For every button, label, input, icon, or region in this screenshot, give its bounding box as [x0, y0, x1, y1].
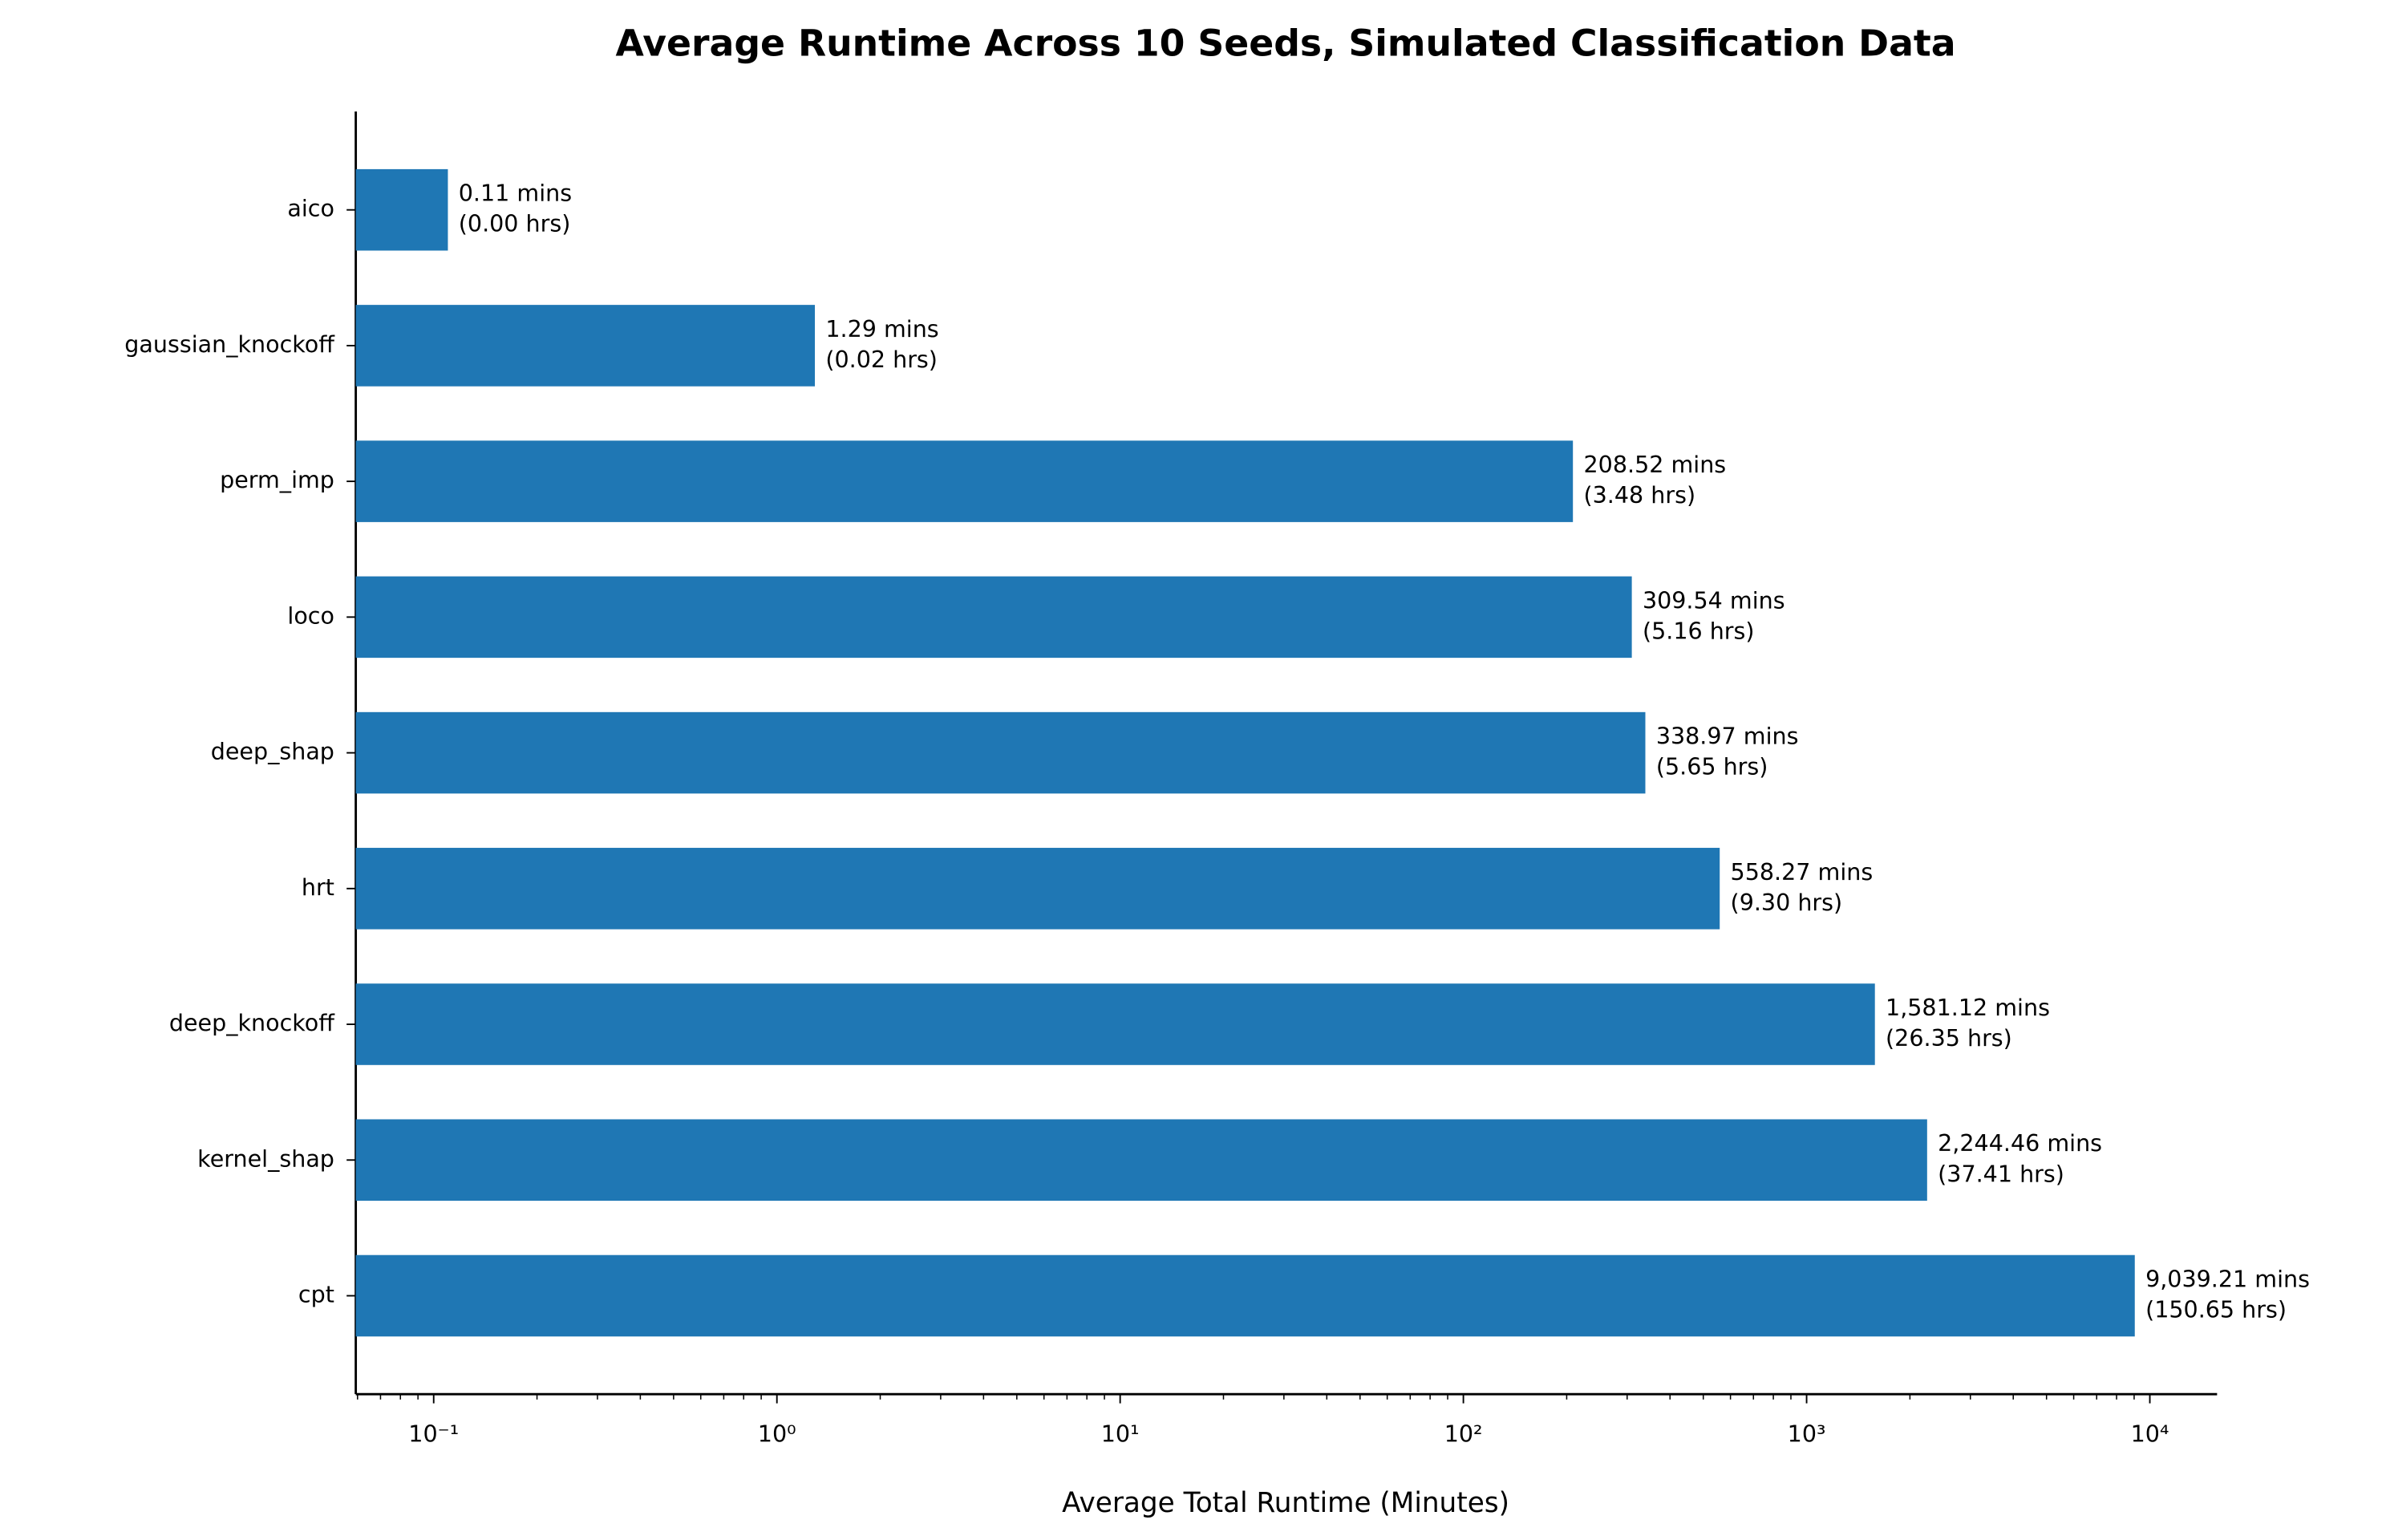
y-tick-label: deep_knockoff: [169, 1009, 335, 1036]
value-label: 208.52 mins: [1584, 451, 1727, 478]
x-tick-label: 10⁻¹: [408, 1420, 459, 1448]
value-label: 558.27 mins: [1731, 858, 1874, 886]
y-tick-label: deep_shap: [211, 738, 334, 765]
y-tick-label: hrt: [302, 873, 334, 901]
value-label: 9,039.21 mins: [2145, 1265, 2310, 1292]
value-label: (3.48 hrs): [1584, 481, 1696, 509]
x-tick-label: 10¹: [1101, 1420, 1140, 1448]
value-label: (0.02 hrs): [825, 346, 938, 373]
bar: [355, 983, 1875, 1065]
y-tick-label: cpt: [298, 1280, 334, 1307]
bar: [355, 440, 1574, 522]
bar: [355, 576, 1632, 659]
value-label: 2,244.46 mins: [1938, 1129, 2102, 1157]
value-label: (26.35 hrs): [1886, 1024, 2012, 1052]
bar: [355, 711, 1646, 794]
value-label: 338.97 mins: [1656, 723, 1799, 750]
x-tick-label: 10²: [1444, 1420, 1483, 1448]
y-tick-label: aico: [287, 195, 334, 222]
value-label: 1,581.12 mins: [1886, 994, 2050, 1021]
x-tick-label: 10³: [1788, 1420, 1826, 1448]
value-label: 309.54 mins: [1643, 586, 1785, 614]
y-tick-label: gaussian_knockoff: [124, 330, 335, 358]
value-label: (5.16 hrs): [1643, 617, 1755, 644]
y-tick-label: kernel_shap: [197, 1145, 334, 1172]
value-label: 1.29 mins: [825, 315, 938, 342]
y-tick-label: loco: [287, 602, 334, 629]
bar: [355, 1119, 1927, 1202]
x-tick-label: 10⁴: [2131, 1420, 2169, 1448]
value-label: (5.65 hrs): [1656, 753, 1768, 780]
x-axis-label: Average Total Runtime (Minutes): [1062, 1487, 1509, 1519]
x-tick-label: 10⁰: [758, 1420, 796, 1448]
value-label: (9.30 hrs): [1731, 889, 1843, 916]
value-label: 0.11 mins: [459, 180, 572, 207]
bar: [355, 168, 448, 251]
value-label: (37.41 hrs): [1938, 1160, 2064, 1187]
value-label: (150.65 hrs): [2145, 1296, 2287, 1323]
chart-title: Average Runtime Across 10 Seeds, Simulat…: [615, 22, 1955, 65]
value-label: (0.00 hrs): [459, 210, 571, 237]
bar: [355, 1254, 2135, 1337]
bar: [355, 848, 1720, 930]
y-tick-label: perm_imp: [220, 466, 334, 493]
bar: [355, 305, 816, 387]
